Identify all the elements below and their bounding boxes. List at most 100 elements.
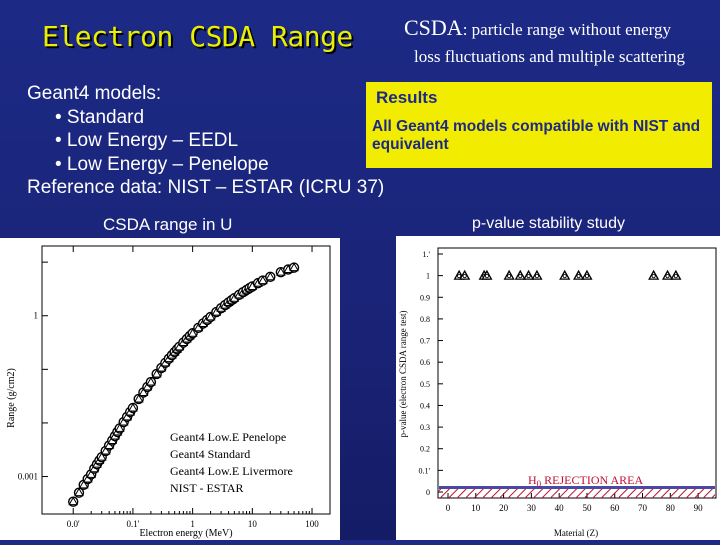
data-point-marker	[100, 445, 111, 455]
y-tick-label: 0.001	[18, 472, 38, 482]
data-point	[503, 269, 515, 280]
data-point	[459, 269, 471, 280]
csda-definition-line-2: loss fluctuations and multiple scatterin…	[414, 47, 686, 66]
results-box: Results All Geant4 models compatible wit…	[366, 82, 712, 168]
data-point	[581, 269, 593, 280]
data-point-marker	[651, 274, 656, 279]
right-chart-caption: p-value stability study	[472, 215, 625, 232]
data-point	[661, 269, 674, 280]
x-tick-label: 10	[471, 503, 481, 513]
y-tick-label: 1	[34, 311, 39, 321]
data-point-marker	[74, 487, 84, 497]
data-point-marker	[133, 393, 144, 403]
models-heading: Geant4 models:	[27, 83, 162, 104]
x-tick-label: 10	[248, 519, 258, 529]
y-tick-label: 0.9	[420, 293, 430, 302]
x-tick-label: 80	[666, 503, 676, 513]
data-point-marker	[584, 274, 589, 279]
x-tick-label: 0	[446, 503, 451, 513]
csda-range-chart-panel: 0.0' 0.1' 1 10 100 1 0.001 Range (g/cm2) Elect…	[0, 238, 340, 540]
legend-entry: Geant4 Standard	[170, 447, 250, 461]
data-point-marker	[68, 496, 79, 506]
data-point-marker	[526, 274, 531, 279]
legend-entry: NIST - ESTAR	[170, 481, 244, 495]
x-tick-label: 90	[694, 503, 704, 513]
data-point-marker	[205, 311, 216, 321]
x-tick-label: 30	[527, 503, 537, 513]
legend-entry: Geant4 Low.E Penelope	[170, 430, 286, 444]
y-tick-label: 0.2	[420, 445, 430, 454]
csda-definition: CSDA: particle range without energy loss…	[404, 14, 714, 70]
x-tick-label: 20	[499, 503, 509, 513]
data-point-marker	[187, 328, 198, 337]
data-point-marker	[665, 274, 670, 279]
y-tick-label: 0.4	[420, 401, 430, 410]
data-point-marker	[484, 274, 489, 279]
results-body: All Geant4 models compatible with NIST a…	[372, 118, 701, 153]
y-tick-label: 0.3	[420, 423, 430, 432]
data-point-marker	[576, 274, 581, 279]
model-item-eedl: • Low Energy – EEDL	[55, 130, 239, 151]
data-point	[522, 269, 535, 280]
data-point-marker	[78, 479, 89, 489]
data-point-marker	[146, 377, 156, 386]
results-title: Results	[376, 88, 438, 107]
data-point-marker	[96, 452, 107, 461]
data-point	[670, 269, 682, 280]
csda-term: CSDA	[404, 15, 463, 40]
data-point	[648, 269, 660, 280]
left-chart-caption: CSDA range in U	[103, 215, 233, 234]
p-value-chart: 0 10 20 30 40 50 60 70 80 90 0 0.1' 0.2 0.3 0.4 0.5 0.6 0…	[398, 247, 717, 538]
y-tick-label: 1.'	[423, 250, 431, 259]
x-tick-label: 100	[305, 519, 319, 529]
data-point	[481, 269, 493, 280]
y-tick-label: 0.1'	[419, 466, 431, 475]
data-point-marker	[562, 274, 567, 279]
plot-frame	[41, 245, 331, 515]
x-axis-label: Electron energy (MeV)	[139, 528, 232, 539]
model-item-penelope: • Low Energy – Penelope	[55, 153, 269, 175]
slide-title: Electron CSDA Range	[42, 20, 353, 53]
x-tick-label: 70	[638, 503, 648, 513]
data-point-marker	[462, 274, 467, 279]
data-point	[514, 269, 526, 280]
model-item-standard: • Standard	[55, 106, 145, 128]
x-axis-label: Material (Z)	[554, 528, 598, 538]
rejection-area-label: H0 REJECTION AREA	[528, 473, 644, 489]
x-tick-label: 0.0'	[67, 519, 80, 529]
reference-data: Reference data: NIST – ESTAR (ICRU 37)	[27, 177, 385, 198]
csda-range-chart: 0.0' 0.1' 1 10 100 1 0.001 Range (g/cm2) Elect…	[6, 245, 331, 539]
data-point-marker	[507, 274, 512, 279]
data-point-marker	[457, 274, 462, 279]
x-tick-label: 40	[555, 503, 565, 513]
data-point-marker	[138, 387, 149, 396]
data-point	[531, 269, 543, 280]
plot-frame	[437, 247, 717, 499]
data-point-marker	[114, 423, 125, 432]
axis-frame	[41, 245, 331, 515]
p-value-chart-panel: 0 10 20 30 40 50 60 70 80 90 0 0.1' 0.2 0.3 0.4 0.5 0.6 0…	[396, 236, 720, 540]
data-point-marker	[275, 267, 286, 276]
data-point-marker	[534, 274, 539, 279]
y-tick-label: 0.5	[420, 380, 430, 389]
rejection-area	[439, 488, 715, 498]
x-tick-label: 0.1'	[126, 519, 139, 529]
data-point-marker	[151, 368, 162, 378]
x-tick-label: 60	[610, 503, 620, 513]
y-tick-label: 0.6	[420, 358, 430, 367]
data-point-marker	[673, 274, 678, 279]
data-point-marker	[128, 402, 138, 412]
csda-definition-line-1: : particle range without energy	[462, 20, 672, 39]
x-tick-label: 1	[190, 519, 195, 529]
x-tick-label: 50	[582, 503, 592, 513]
rejection-area-band	[439, 486, 715, 489]
y-tick-label: 0.7	[420, 337, 430, 346]
y-tick-label: 0.8	[420, 315, 430, 324]
data-point-marker	[289, 262, 299, 272]
models-list: Geant4 models: • Standard • Low Energy –…	[27, 82, 384, 200]
y-axis-label: p-value (electron CSDA range test)	[398, 311, 408, 438]
data-point	[559, 269, 571, 280]
legend-entry: Geant4 Low.E Livermore	[170, 464, 293, 478]
data-point	[572, 269, 585, 280]
y-tick-label: 0	[426, 488, 430, 497]
